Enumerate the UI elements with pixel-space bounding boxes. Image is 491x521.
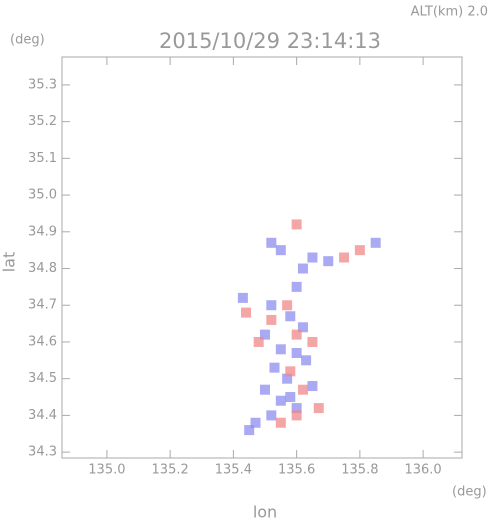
radar-cell [266, 300, 277, 311]
radar-cell [260, 329, 271, 340]
radar-cell [354, 245, 365, 256]
radar-cell [297, 384, 308, 395]
radar-cell [291, 347, 302, 358]
y-tick-label: 34.4 [28, 408, 57, 423]
radar-cell [282, 300, 293, 311]
chart-title: 2015/10/29 23:14:13 [159, 29, 381, 53]
radar-cell [241, 307, 252, 318]
y-tick-label: 35.2 [28, 114, 57, 129]
y-tick-label: 35.0 [28, 188, 57, 203]
x-axis-label: lon [253, 503, 277, 521]
y-tick-label: 34.3 [28, 445, 57, 460]
radar-cell [339, 252, 350, 263]
y-tick-label: 34.7 [28, 298, 57, 313]
y-tick-label: 35.3 [28, 77, 57, 92]
radar-cell [297, 263, 308, 274]
radar-cell [297, 322, 308, 333]
radar-cell [291, 329, 302, 340]
radar-cell [307, 252, 318, 263]
radar-cell [237, 292, 248, 303]
radar-cell [370, 237, 381, 248]
radar-cell [266, 410, 277, 421]
x-tick-label: 136.0 [404, 463, 441, 478]
radar-cell [244, 425, 255, 436]
x-tick-label: 135.6 [278, 463, 315, 478]
radar-cell [266, 237, 277, 248]
x-tick-label: 135.2 [152, 463, 189, 478]
y-tick-label: 35.1 [28, 151, 57, 166]
radar-cell [285, 392, 296, 403]
radar-cell [313, 403, 324, 414]
altitude-label: ALT(km) 2.0 [411, 5, 488, 20]
radar-cell [291, 281, 302, 292]
radar-cell [307, 336, 318, 347]
y-tick-label: 34.9 [28, 224, 57, 239]
radar-cell [260, 384, 271, 395]
radar-cell [282, 373, 293, 384]
y-unit: (deg) [10, 33, 45, 48]
radar-cell [275, 395, 286, 406]
radar-cell [285, 311, 296, 322]
radar-cell [307, 381, 318, 392]
radar-cell [266, 314, 277, 325]
radar-cell [291, 410, 302, 421]
radar-cell [275, 245, 286, 256]
radar-cell [275, 344, 286, 355]
x-tick-label: 135.0 [88, 463, 125, 478]
radar-cell [250, 417, 261, 428]
plot-frame [61, 56, 463, 459]
radar-cell [275, 417, 286, 428]
radar-cell [285, 366, 296, 377]
y-axis-label: lat [0, 252, 19, 273]
radar-cell [269, 362, 280, 373]
y-tick-label: 34.8 [28, 261, 57, 276]
x-unit: (deg) [452, 485, 487, 500]
radar-cell [291, 403, 302, 414]
radar-cell [253, 336, 264, 347]
y-tick-label: 34.6 [28, 334, 57, 349]
radar-cell [323, 256, 334, 267]
radar-cell [301, 355, 312, 366]
radar-cell [291, 219, 302, 230]
x-tick-label: 135.8 [341, 463, 378, 478]
y-tick-label: 34.5 [28, 371, 57, 386]
x-tick-label: 135.4 [215, 463, 252, 478]
